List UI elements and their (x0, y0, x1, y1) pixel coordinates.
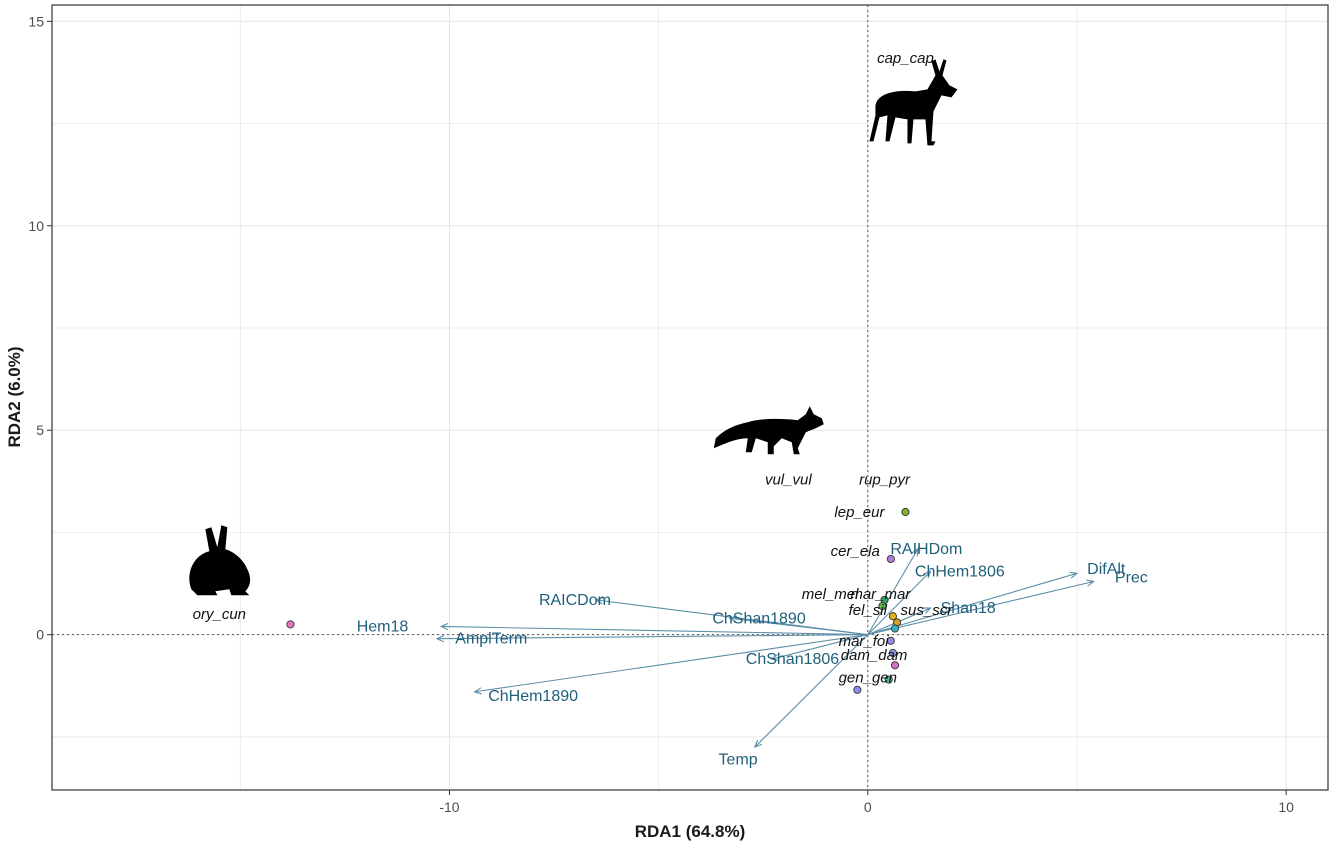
vector-label-chshan1890: ChShan1890 (712, 610, 806, 627)
vector-label-amplterm: AmplTerm (455, 631, 527, 648)
species-label-mar_mar: mar_mar (850, 586, 911, 603)
fox-icon (713, 406, 824, 455)
vector-arrow-hem18 (441, 626, 868, 636)
vector-label-chhem1890: ChHem1890 (488, 688, 578, 705)
rabbit-icon-shape (189, 525, 251, 596)
environmental-vector-labels: Hem18 AmplTerm RAICDom ChShan1890 ChHem1890 C… (357, 541, 1148, 769)
vector-label-shan18: Shan18 (941, 600, 996, 617)
species-point (853, 685, 862, 694)
species-labels: cap_cap rup_pyr vul_vul lep_eur cer_ela mel_m… (193, 50, 954, 686)
reference-lines (52, 5, 1328, 790)
roe-deer-icon (869, 59, 958, 146)
vector-label-hem18: Hem18 (357, 618, 409, 635)
species-label-ory_cun: ory_cun (193, 606, 246, 623)
x-tick-label: -10 (439, 799, 459, 815)
vector-arrow-temp (755, 634, 869, 747)
fox-icon-shape (713, 406, 824, 455)
species-point (901, 507, 910, 517)
species-label-rup_pyr: rup_pyr (859, 471, 911, 488)
vector-arrow-chshan1890 (730, 618, 868, 636)
vector-arrow-difalt (867, 573, 1077, 636)
species-label-gen_gen: gen_gen (839, 670, 897, 687)
species-point (886, 554, 895, 564)
vector-arrow-raihdom (867, 549, 918, 635)
vector-label-difalt: DifAlt (1087, 561, 1126, 578)
plot-frame (51, 4, 1329, 791)
y-tick-label: 10 (28, 218, 44, 234)
vector-arrow-chshan1806 (772, 634, 868, 660)
vector-label-raihdom: RAIHDom (890, 541, 962, 558)
species-label-cer_ela: cer_ela (831, 543, 880, 560)
y-tick-label: 15 (28, 13, 44, 29)
species-label-vul_vul: vul_vul (765, 471, 812, 488)
y-axis-title: RDA2 (6.0%) (5, 346, 24, 447)
vector-label-chshan1806: ChShan1806 (746, 651, 840, 668)
species-point (890, 661, 900, 670)
species-point (884, 675, 893, 684)
y-tick-label: 5 (36, 422, 44, 438)
vector-arrow-amplterm (437, 634, 868, 639)
species-point (878, 601, 887, 611)
species-label-cap_cap: cap_cap (877, 50, 934, 67)
species-point (286, 620, 295, 629)
species-label-dam_dam: dam_dam (841, 647, 908, 664)
vector-arrow-chhem1806 (867, 571, 931, 636)
x-tick-label: 10 (1278, 799, 1294, 815)
species-label-lep_eur: lep_eur (834, 504, 885, 521)
species-point (888, 648, 897, 658)
y-tick-label: 0 (36, 627, 44, 643)
species-label-sus_scr: sus_scr (901, 602, 954, 619)
roe-deer-icon-shape (869, 59, 958, 146)
vector-label-prec: Prec (1115, 569, 1148, 586)
vector-arrow-chhem1890 (475, 634, 868, 692)
species-point (890, 624, 900, 633)
vector-label-temp: Temp (719, 751, 758, 768)
species-label-fel_sil: fel_sil (849, 602, 888, 619)
species-label-mar_foi: mar_foi (839, 633, 890, 650)
x-axis-title: RDA1 (64.8%) (635, 822, 746, 841)
species-points (286, 507, 910, 694)
grid (52, 5, 1328, 790)
animal-silhouettes (189, 59, 958, 596)
vector-arrow-prec (867, 581, 1094, 636)
vector-label-chhem1806: ChHem1806 (915, 563, 1005, 580)
species-point (888, 612, 897, 621)
x-tick-label: 0 (864, 799, 872, 815)
vector-label-raicdom: RAICDom (539, 592, 611, 609)
rabbit-icon (189, 525, 251, 596)
species-label-mel_mel: mel_mel (802, 586, 859, 603)
environmental-vectors (437, 549, 1094, 747)
species-point (886, 636, 895, 645)
axis-ticks: -10 0 10 0 5 10 15 (28, 13, 1294, 815)
